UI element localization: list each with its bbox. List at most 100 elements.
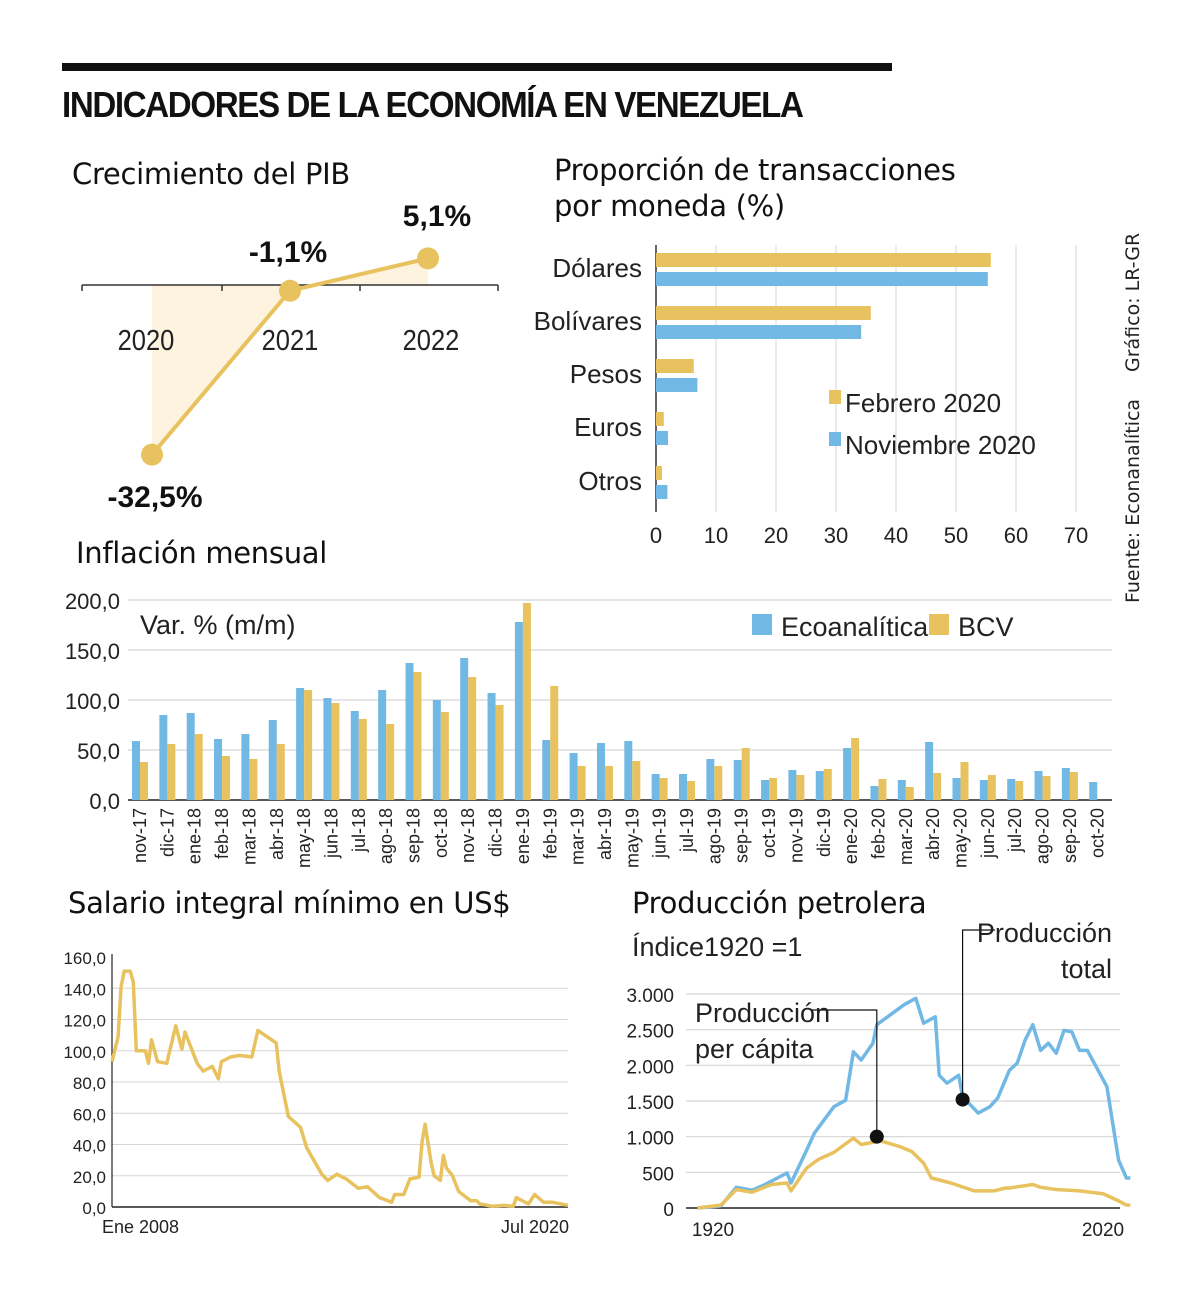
inflacion-category-label: sep-19: [732, 808, 752, 863]
inflacion-bar: [769, 778, 778, 800]
inflacion-bar: [851, 738, 860, 800]
salario-tick-label: 120,0: [63, 1012, 106, 1031]
petroleo-total-line: [697, 996, 1131, 1210]
moneda-tick-label: 40: [884, 523, 908, 548]
inflacion-bar: [194, 734, 203, 800]
inflacion-bar: [386, 724, 395, 800]
inflacion-bar: [596, 743, 605, 800]
inflacion-bar: [495, 705, 504, 800]
inflacion-bar: [132, 741, 140, 800]
annotation-dot-percapita: [869, 1129, 884, 1144]
petroleo-title: Producción petrolera: [632, 886, 927, 920]
inflacion-category-label: mar-18: [239, 808, 259, 865]
moneda-legend-swatch: [829, 390, 841, 404]
inflacion-bar: [167, 744, 176, 800]
inflacion-bar: [460, 658, 469, 800]
moneda-tick-label: 30: [824, 523, 848, 548]
inflacion-bar: [815, 771, 824, 800]
inflacion-category-label: feb-19: [540, 808, 560, 859]
moneda-category-label: Pesos: [570, 359, 642, 389]
inflacion-bar: [823, 769, 832, 800]
petroleo-percapita-line: [697, 1136, 1131, 1210]
salario-line: [110, 969, 569, 1208]
inflacion-category-label: ene-18: [185, 808, 205, 864]
inflacion-category-label: ago-20: [1033, 808, 1053, 864]
inflacion-bar: [741, 748, 750, 800]
inflacion-bar: [1089, 782, 1098, 800]
moneda-bar: [656, 412, 664, 426]
salario-x-end-label: Jul 2020: [501, 1217, 569, 1237]
pib-year-label: 2022: [403, 323, 460, 356]
inflacion-category-label: mar-20: [896, 808, 916, 865]
inflacion-bar: [733, 760, 742, 800]
pib-year-label: 2020: [118, 323, 175, 356]
inflacion-bar: [1007, 779, 1016, 800]
inflacion-bar: [878, 779, 887, 800]
moneda-bar: [656, 359, 694, 373]
moneda-tick-label: 20: [764, 523, 788, 548]
inflacion-bar: [952, 778, 961, 800]
salario-title: Salario integral mínimo en US$: [68, 886, 511, 920]
inflacion-bar: [979, 780, 988, 800]
inflacion-bar: [550, 686, 559, 800]
inflacion-legend-label: BCV: [958, 612, 1014, 642]
inflacion-category-label: jun-19: [650, 808, 670, 859]
pib-area: [152, 258, 428, 455]
petroleo-tick-label: 3.000: [626, 986, 674, 1007]
inflacion-bar: [761, 780, 770, 800]
salario-tick-label: 140,0: [63, 980, 106, 999]
inflacion-category-label: nov-18: [458, 808, 478, 863]
inflacion-tick-label: 150,0: [65, 639, 120, 664]
inflacion-bar: [706, 759, 715, 800]
inflacion-bar: [960, 762, 969, 800]
inflacion-bar: [440, 712, 449, 800]
moneda-category-label: Bolívares: [534, 306, 642, 336]
inflacion-category-label: dic-17: [157, 808, 177, 857]
inflacion-bar: [569, 753, 578, 800]
inflacion-subtitle: Var. % (m/m): [140, 610, 296, 640]
inflacion-category-label: abr-18: [267, 808, 287, 860]
inflacion-bar: [1069, 772, 1078, 800]
moneda-tick-label: 60: [1004, 523, 1028, 548]
inflacion-bar: [788, 770, 797, 800]
page-title: INDICADORES DE LA ECONOMÍA EN VENEZUELA: [62, 84, 804, 125]
petroleo-tick-label: 1.500: [626, 1093, 674, 1114]
petroleo-tick-label: 1.000: [626, 1129, 674, 1150]
inflacion-category-label: feb-20: [868, 808, 888, 859]
pib-data-label: 5,1%: [403, 200, 471, 233]
inflacion-category-label: may-20: [951, 808, 971, 868]
inflacion-bar: [1034, 771, 1043, 800]
moneda-bar: [656, 306, 871, 320]
inflacion-bar: [468, 677, 477, 800]
inflacion-category-label: mar-19: [568, 808, 588, 865]
inflacion-category-label: may-18: [294, 808, 314, 868]
inflacion-bar: [514, 622, 523, 800]
salario-tick-label: 40,0: [73, 1137, 106, 1156]
inflacion-category-label: ago-19: [704, 808, 724, 864]
inflacion-bar: [714, 766, 723, 800]
annotation-leader-total: [961, 929, 995, 1100]
inflacion-bar: [358, 719, 367, 800]
inflacion-bar: [323, 698, 332, 800]
inflacion-category-label: sep-20: [1060, 808, 1080, 863]
pib-data-label: -32,5%: [107, 481, 202, 514]
moneda-category-label: Euros: [574, 412, 642, 442]
inflacion-bar: [925, 742, 934, 800]
inflacion-bar: [1015, 781, 1024, 800]
petroleo-x-end-label: 2020: [1082, 1220, 1124, 1241]
inflacion-bar: [843, 748, 852, 800]
inflacion-bar: [624, 741, 633, 800]
pib-data-label: -1,1%: [249, 236, 327, 269]
inflacion-bar: [870, 786, 879, 800]
petroleo-tick-label: 500: [642, 1164, 674, 1185]
moneda-tick-label: 70: [1064, 523, 1088, 548]
petroleo-tick-label: 2.500: [626, 1022, 674, 1043]
inflacion-legend-swatch: [752, 614, 772, 635]
inflacion-tick-label: 50,0: [77, 739, 120, 764]
moneda-tick-label: 10: [704, 523, 728, 548]
inflacion-bar: [214, 739, 223, 800]
